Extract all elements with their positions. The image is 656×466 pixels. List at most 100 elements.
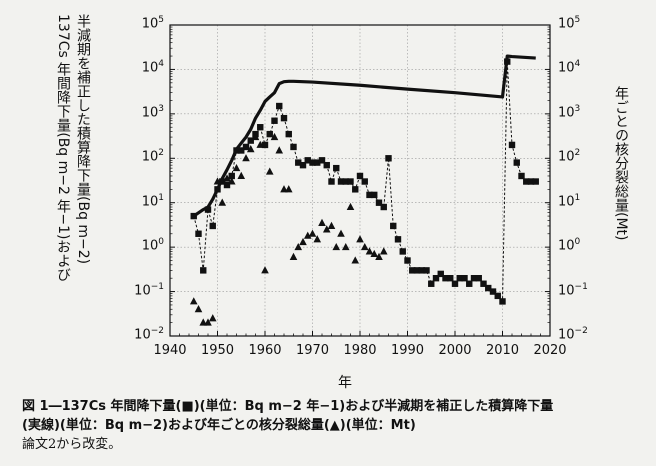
annual-deposition-point xyxy=(209,222,216,230)
annual-deposition-point xyxy=(447,274,454,282)
fission-yield-point xyxy=(379,247,388,255)
annual-deposition-point xyxy=(466,280,473,287)
y-tick-label-right: 105 xyxy=(558,15,581,32)
annual-deposition-point xyxy=(285,130,292,138)
fission-yield-point xyxy=(303,231,312,239)
annual-deposition-point xyxy=(527,178,535,185)
fission-yield-point xyxy=(318,218,326,226)
annual-deposition-point xyxy=(442,274,449,282)
y-axis-label-right: 年ごとの核分裂総量(Mt) xyxy=(613,86,629,241)
fission-yield-point xyxy=(327,221,336,229)
fission-yield-point xyxy=(332,242,341,251)
x-tick-label: 1980 xyxy=(343,343,377,358)
fission-yield-point xyxy=(313,235,322,243)
fission-yield-point xyxy=(223,174,231,182)
fission-yield-point xyxy=(322,225,331,233)
annual-deposition-point xyxy=(247,137,254,144)
fission-yield-point xyxy=(208,314,217,322)
fission-yield-point xyxy=(341,242,350,251)
x-tick-label: 1940 xyxy=(153,343,187,358)
annual-deposition-point xyxy=(295,159,302,166)
annual-deposition-point xyxy=(494,292,501,300)
y-tick-label-right: 104 xyxy=(558,59,581,76)
fission-yield-point xyxy=(213,177,222,185)
annual-deposition-point xyxy=(290,143,297,151)
x-tick-label: 1970 xyxy=(295,343,330,358)
fission-yield-point xyxy=(351,256,360,264)
annual-deposition-point xyxy=(428,280,435,287)
fission-yield-point xyxy=(218,198,227,206)
fission-yield-point xyxy=(265,167,274,175)
y-tick-label-left: 102 xyxy=(141,148,164,165)
annual-deposition-point xyxy=(532,178,539,185)
caption-line-1: 図 1―137Cs 年間降下量(■)(単位：Bq m−2 年−1)および半減期を… xyxy=(22,399,554,414)
annual-deposition-point xyxy=(423,267,430,274)
y-tick-label-right: 100 xyxy=(558,237,581,254)
fission-yield-point xyxy=(356,235,364,243)
annual-deposition-point xyxy=(261,141,269,149)
x-tick-label: 2020 xyxy=(533,343,567,358)
annual-deposition-point xyxy=(366,191,373,199)
axis-ticks xyxy=(169,24,551,337)
annual-deposition-point xyxy=(489,288,497,295)
fission-yield-point xyxy=(280,185,288,193)
annual-deposition-point xyxy=(437,270,444,278)
x-axis-label: 年 xyxy=(338,375,352,391)
y-tick-label-left: 103 xyxy=(141,103,164,121)
x-tick-label: 1990 xyxy=(390,343,425,358)
y-tick-label-left: 104 xyxy=(141,59,164,76)
annual-deposition-point xyxy=(223,181,231,189)
fission-yield-point xyxy=(337,229,345,237)
fission-yield-point xyxy=(275,146,284,154)
annual-deposition-point xyxy=(390,222,397,230)
cumulative-deposition-line xyxy=(192,54,536,218)
annual-deposition-point xyxy=(337,178,345,185)
x-tick-label: 2010 xyxy=(485,343,520,358)
caption-line-3: 論文2から改変。 xyxy=(22,437,122,452)
y-axis-label-left-line2: 半減期を補正した積算降下量(Bq m−2) xyxy=(75,14,91,265)
annual-deposition-point xyxy=(385,155,392,162)
x-tick-label: 1960 xyxy=(248,343,282,358)
x-tick-label: 1950 xyxy=(200,343,235,358)
annual-deposition-point xyxy=(347,178,354,185)
annual-deposition-point xyxy=(204,206,212,213)
annual-deposition-point xyxy=(328,178,335,185)
annual-deposition-point xyxy=(333,164,340,172)
annual-deposition-point xyxy=(456,274,463,282)
fission-yield-point xyxy=(289,252,298,260)
fission-yield-point xyxy=(237,171,246,179)
fission-yield-point xyxy=(294,242,303,251)
annual-deposition-point xyxy=(461,274,468,282)
fission-yield-point xyxy=(251,132,260,141)
fission-yield-point xyxy=(242,154,250,162)
annual-deposition-point xyxy=(271,117,278,124)
y-tick-label-right: 10−2 xyxy=(558,326,588,343)
annual-deposition-point xyxy=(409,267,416,274)
annual-deposition-point xyxy=(508,141,516,149)
fission-yield-point xyxy=(227,177,236,185)
annual-deposition-point xyxy=(518,172,525,180)
fission-yield-point xyxy=(270,132,279,141)
annual-deposition-point xyxy=(380,203,387,211)
annual-deposition-point xyxy=(309,159,316,166)
annual-deposition-point xyxy=(399,248,406,255)
annual-deposition-point xyxy=(470,274,478,282)
annual-deposition-point xyxy=(266,130,273,138)
annual-deposition-point xyxy=(318,157,326,164)
fission-yield-point xyxy=(370,249,379,258)
annual-deposition-point xyxy=(314,159,321,166)
annual-deposition-point xyxy=(394,236,402,243)
annual-deposition-point xyxy=(299,161,307,169)
annual-deposition-point xyxy=(432,274,440,282)
annual-deposition-point xyxy=(413,267,421,274)
annual-deposition-point xyxy=(356,172,364,180)
annual-deposition-point xyxy=(513,159,520,166)
annual-deposition-point xyxy=(257,124,264,131)
y-tick-label-right: 102 xyxy=(558,148,581,165)
caption-line-2: (実線)(単位：Bq m−2)および年ごとの核分裂総量(▲)(単位：Mt) xyxy=(22,418,416,433)
annual-deposition-point xyxy=(228,172,235,180)
annual-deposition-point xyxy=(276,102,283,110)
y-tick-label-left: 10−2 xyxy=(134,326,164,343)
y-tick-label-left: 100 xyxy=(141,237,164,254)
